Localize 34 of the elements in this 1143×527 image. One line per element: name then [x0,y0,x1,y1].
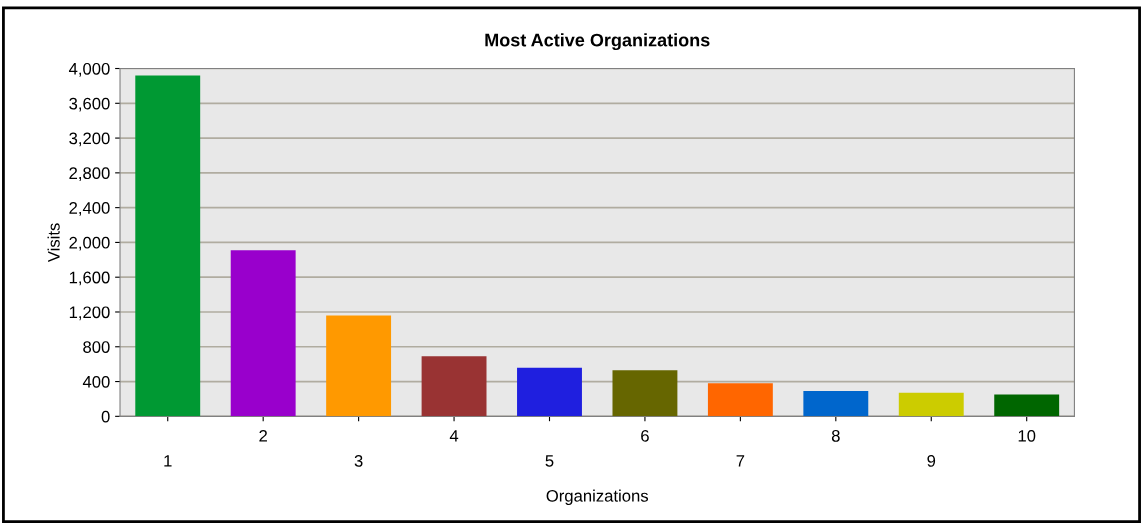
bar [421,356,487,417]
y-tick-label: 2,000 [69,236,110,251]
y-tick-label: 1,600 [69,271,110,286]
x-tick-label: 6 [641,429,649,442]
x-tick-label: 5 [545,455,554,467]
x-tick-label: 7 [736,455,745,467]
x-axis-title: Organizations [546,489,649,506]
bar [612,370,678,417]
bar [994,394,1060,417]
x-tick-label: 9 [927,454,936,467]
x-tick-label: 4 [449,430,459,442]
chart-title: Most Active Organizations [485,33,710,51]
y-tick-label: 800 [83,341,110,353]
x-tick-label: 2 [259,429,267,442]
bar [707,383,773,417]
bar [326,315,392,417]
y-tick-label: 3,600 [69,97,110,112]
bar [803,391,869,417]
y-tick-label: 0 [101,410,110,423]
bar [898,392,964,417]
bar [135,75,201,417]
bar [517,367,582,417]
y-tick-label: 2,400 [69,202,110,216]
x-tick-label: 3 [354,454,363,467]
y-tick-label: 1,200 [69,306,110,321]
x-tick-label: 8 [831,429,840,442]
x-tick-label: 1 [164,455,172,467]
y-axis-title: Visits [47,223,60,263]
x-tick-label: 10 [1018,429,1036,442]
y-tick-label: 3,200 [69,132,110,147]
y-tick-label: 400 [82,375,110,388]
y-tick-label: 4,000 [68,62,110,77]
y-tick-label: 2,800 [69,167,110,182]
bar [230,250,296,417]
